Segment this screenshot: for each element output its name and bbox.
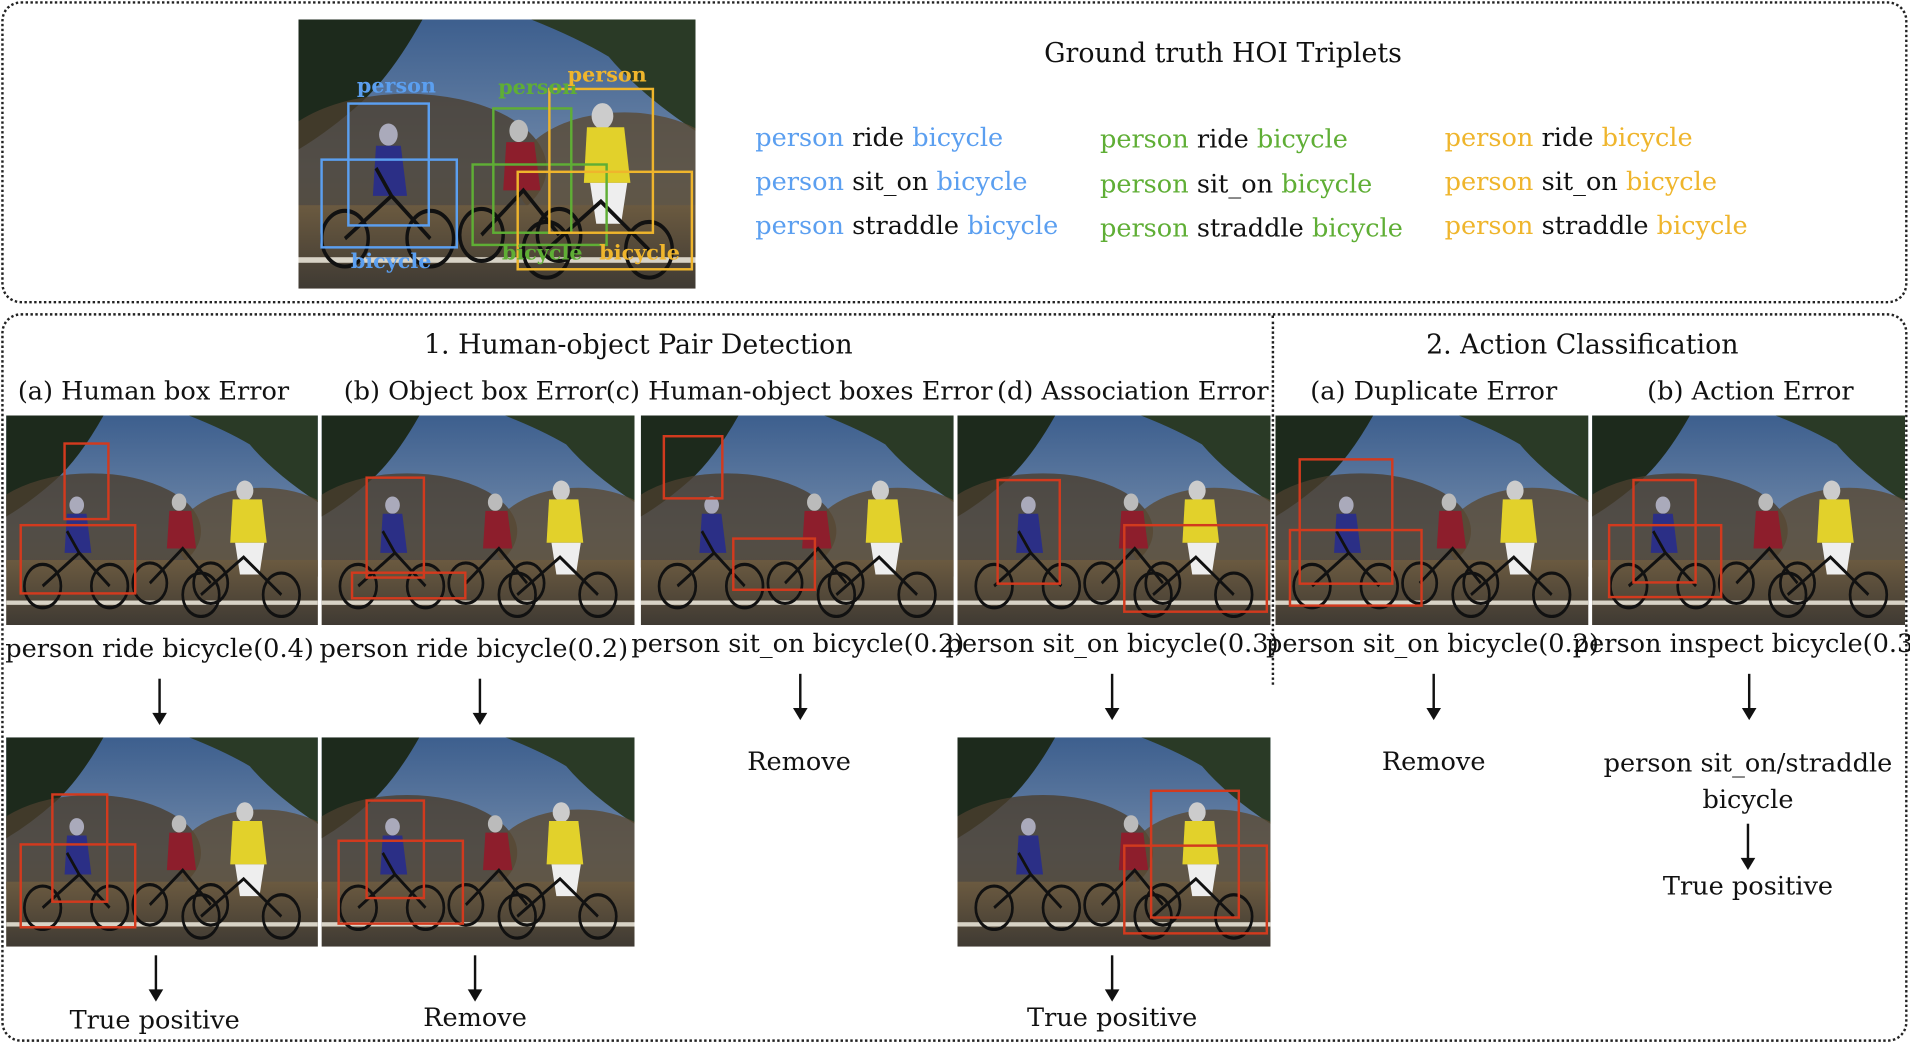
heading-association-error: (d) Association Error [997, 376, 1269, 406]
pred-box-act-bicycle [1607, 523, 1723, 599]
result-human-box-error: True positive [69, 1005, 240, 1035]
gt-blue-person-box [347, 102, 430, 227]
prediction-human-object-boxes-error: person sit_on bicycle(0.2) [631, 628, 965, 658]
triplet-green-1: person ride bicycle [1099, 124, 1348, 154]
triplet-green-3: person straddle bicycle [1099, 213, 1403, 243]
pred-box-dup-human [1298, 458, 1394, 585]
triplet-blue-3: person straddle bicycle [755, 210, 1059, 241]
triplet-orange-2: person sit_on bicycle [1444, 166, 1717, 197]
arrow-down [148, 955, 164, 1002]
triplet-orange-1: person ride bicycle [1444, 123, 1693, 153]
heading-human-box-error: (a) Human box Error [17, 376, 290, 406]
corrected-action-line1: person sit_on/straddle [1603, 748, 1893, 778]
section1-title: 1. Human-object Pair Detection [423, 330, 853, 361]
section2-title: 2. Action Classification [1426, 330, 1739, 361]
result-human-object-boxes-error: Remove [747, 746, 851, 777]
triplet-blue-1: person ride bicycle [755, 123, 1004, 153]
prediction-object-box-error: person ride bicycle(0.2) [319, 633, 629, 663]
result-action-error: True positive [1662, 871, 1834, 901]
matched-box-d-bicycle [1123, 844, 1269, 935]
matched-box-b-human [365, 799, 426, 900]
arrow-down [467, 955, 483, 1002]
corrected-action-line2: bicycle [1702, 784, 1794, 814]
pred-box-b-bicycle [350, 571, 467, 600]
heading-human-object-boxes-error: (c) Human-object boxes Error [605, 376, 993, 406]
triplet-orange-3: person straddle bicycle [1444, 210, 1748, 241]
result-duplicate-error: Remove [1381, 746, 1486, 777]
prediction-action-error: person inspect bicycle(0.3) [1572, 628, 1910, 658]
heading-action-error: (b) Action Error [1647, 376, 1854, 406]
gt-green-bicycle-box [471, 163, 608, 247]
pred-box-dup-bicycle [1288, 528, 1423, 607]
arrow-down [1426, 673, 1442, 721]
heading-object-box-error: (b) Object box Error [343, 376, 607, 406]
prediction-human-box-error: person ride bicycle(0.4) [5, 633, 314, 663]
arrow-down [1740, 823, 1756, 871]
arrow-down [1104, 955, 1120, 1002]
matched-box-d-human [1149, 789, 1241, 919]
arrow-down [1104, 673, 1120, 721]
gt-green-person-label: person [498, 75, 578, 100]
gt-blue-person-label: person [356, 74, 437, 99]
gt-blue-bicycle-label: bicycle [350, 249, 432, 275]
gt-blue-bicycle-box [320, 158, 459, 249]
prediction-duplicate-error: person sit_on bicycle(0.2) [1266, 628, 1599, 658]
pred-box-c-human [662, 435, 724, 500]
gt-orange-person-label: person [567, 63, 647, 88]
arrow-down [152, 678, 167, 726]
result-association-error: True positive [1027, 1002, 1198, 1033]
gt-orange-bicycle-box [516, 170, 694, 271]
triplet-green-2: person sit_on bicycle [1099, 169, 1373, 199]
error-types-panel [1, 313, 1908, 1042]
pred-box-d-human [996, 478, 1061, 585]
arrow-down [792, 673, 808, 721]
pred-box-b-human [365, 476, 426, 579]
triplet-blue-2: person sit_on bicycle [755, 166, 1028, 197]
ground-truth-title: Ground truth HOI Triplets [1044, 38, 1402, 70]
prediction-association-error: person sit_on bicycle(0.3) [945, 628, 1279, 658]
pred-box-d-bicycle [1123, 523, 1269, 613]
pred-box-a-bicycle [19, 523, 137, 595]
section-divider [1271, 315, 1275, 685]
matched-box-a-bicycle [19, 843, 137, 929]
result-object-box-error: Remove [423, 1002, 527, 1033]
gt-orange-person-box [548, 87, 655, 234]
matched-box-a-human [51, 793, 109, 903]
pred-box-a-human [63, 442, 110, 521]
matched-box-b-bicycle [337, 839, 465, 925]
gt-orange-bicycle-label: bicycle [599, 241, 680, 266]
gt-green-bicycle-label: bicycle [501, 241, 583, 266]
heading-duplicate-error: (a) Duplicate Error [1310, 376, 1558, 406]
pred-box-act-human [1632, 478, 1697, 584]
arrow-down [1741, 673, 1757, 721]
arrow-down [472, 678, 488, 726]
ground-truth-panel [1, 1, 1908, 304]
pred-box-c-bicycle [732, 537, 817, 591]
